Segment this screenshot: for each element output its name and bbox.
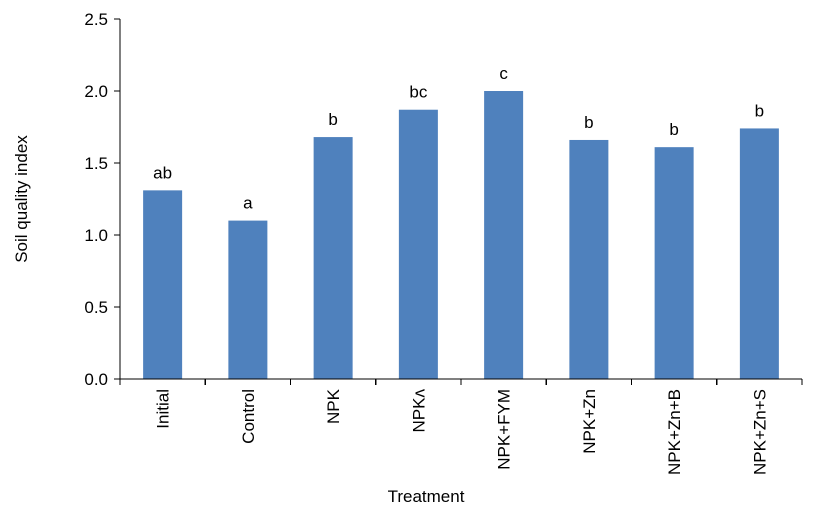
bar-5 xyxy=(569,139,609,379)
y-tick-label-4: 2.0 xyxy=(84,82,108,101)
bar-2 xyxy=(313,137,353,379)
y-tick-label-2: 1.0 xyxy=(84,226,108,245)
bar-0 xyxy=(143,190,183,379)
data-label-4: c xyxy=(499,64,508,83)
x-tick-label-6: NPK+Zn+B xyxy=(665,389,684,475)
y-tick-label-0: 0.0 xyxy=(84,370,108,389)
x-tick-label-2: NPK xyxy=(324,388,343,424)
bars xyxy=(143,91,779,379)
bar-3 xyxy=(398,109,438,379)
x-tick-label-5: NPK+Zn xyxy=(580,389,599,454)
data-label-0: ab xyxy=(153,163,172,182)
bar-4 xyxy=(484,91,524,379)
x-tick-label-0: Initial xyxy=(154,389,173,429)
x-tick-label-3: NPKʌ xyxy=(409,389,428,433)
y-axis-ticks: 0.0 0.5 1.0 1.5 2.0 2.5 xyxy=(84,10,120,389)
y-tick-label-5: 2.5 xyxy=(84,10,108,29)
data-label-2: b xyxy=(328,110,337,129)
data-label-5: b xyxy=(584,113,593,132)
x-tick-label-4: NPK+FYM xyxy=(495,389,514,470)
axes xyxy=(119,19,803,385)
bar-1 xyxy=(228,220,268,379)
data-label-7: b xyxy=(755,101,764,120)
x-axis-title: Treatment xyxy=(388,487,465,506)
y-axis-title: Soil quality index xyxy=(12,135,31,263)
x-tick-label-1: Control xyxy=(239,389,258,444)
data-label-1: a xyxy=(243,194,253,213)
bar-6 xyxy=(654,147,694,379)
x-tick-label-7: NPK+Zn+S xyxy=(750,389,769,475)
y-tick-label-1: 0.5 xyxy=(84,298,108,317)
x-axis-categories: Initial Control NPK NPKʌ NPK+FYM NPK+Zn NPK+Zn… xyxy=(154,388,770,475)
bar-7 xyxy=(739,128,779,379)
data-label-3: bc xyxy=(409,83,427,102)
data-label-6: b xyxy=(669,120,678,139)
y-tick-label-3: 1.5 xyxy=(84,154,108,173)
